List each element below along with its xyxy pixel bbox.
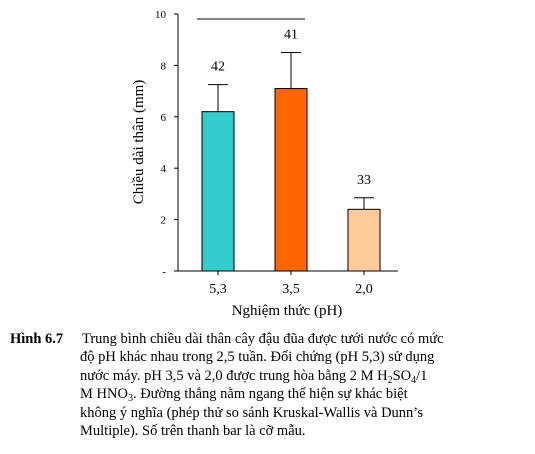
bar (201, 111, 235, 272)
sample-size-label: 41 (284, 28, 298, 43)
x-tick-label: 2,0 (355, 282, 373, 297)
y-tick-label: - (162, 266, 166, 278)
caption-line-5: không ý nghĩa (phép thử so sánh Kruskal-… (80, 404, 423, 421)
x-axis-label: Nghiệm thức (pH) (232, 303, 343, 319)
x-axis: 5,3 3,5 2,0 (178, 270, 398, 297)
x-tick-label: 3,5 (282, 282, 300, 297)
caption-line-6: Multiple). Số trên thanh bar là cỡ mẫu. (80, 423, 306, 439)
y-axis-label: Chiều dài thân (mm) (131, 80, 147, 205)
sample-size-label: 33 (357, 173, 371, 188)
caption-label: Hình 6.7 (10, 331, 64, 347)
y-tick-label: 10 (155, 9, 167, 21)
y-tick-label: 6 (161, 112, 167, 124)
y-tick-label: 4 (161, 163, 167, 175)
y-axis: - 2 4 6 8 10 (155, 9, 179, 278)
bar-chart: - 2 4 6 8 10 42 41 33 5,3 3,5 2,0 Chiều dài thân … (131, 9, 398, 319)
bars: 42 41 33 (197, 18, 381, 272)
caption-line-1: Trung bình chiều dài thân cây đậu đũa đư… (82, 331, 444, 347)
bar (274, 88, 308, 272)
caption-line-3: nước máy. pH 3,5 và 2,0 được trung hòa b… (80, 367, 428, 386)
caption-line-4: M HNO3. Đường thẳng nằm ngang thể hiện s… (80, 386, 408, 405)
y-tick-label: 8 (161, 60, 167, 72)
caption-line-2: độ pH khác nhau trong 2,5 tuần. Đối chứn… (80, 349, 435, 366)
bar (347, 208, 381, 272)
y-tick-label: 2 (161, 215, 167, 227)
x-tick-label: 5,3 (209, 282, 227, 297)
sample-size-label: 42 (211, 60, 225, 75)
